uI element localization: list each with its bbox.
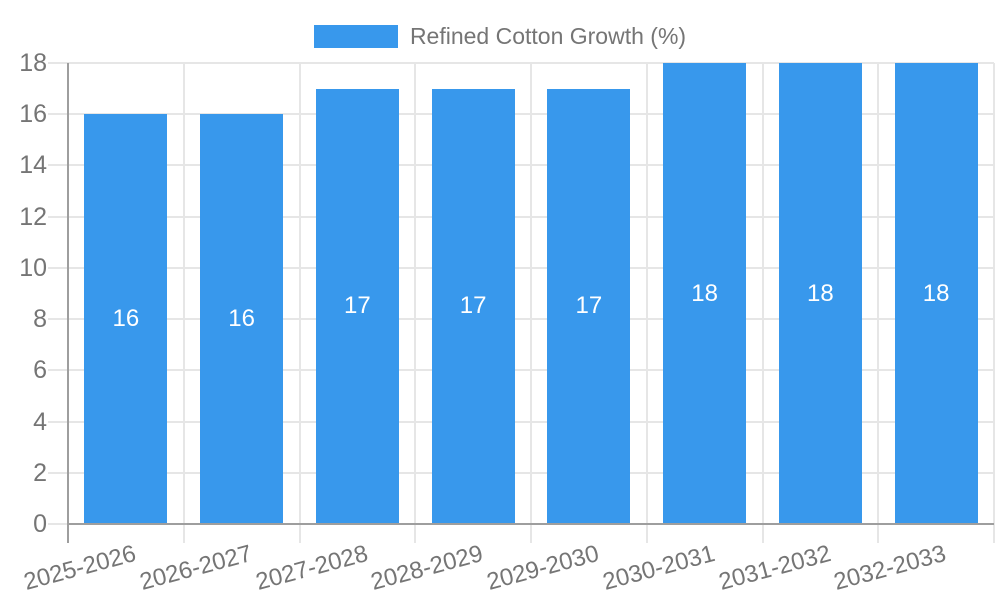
y-axis-tick	[48, 266, 68, 269]
x-gridline	[530, 63, 532, 524]
x-axis-tick	[182, 524, 185, 543]
x-axis-line	[68, 523, 994, 525]
y-axis-tick-label: 14	[19, 151, 47, 180]
y-axis-tick-label: 0	[33, 510, 47, 538]
legend-swatch-icon	[313, 25, 398, 48]
bar-value-label: 17	[344, 292, 371, 320]
x-axis-label: 2032-2033	[831, 540, 950, 596]
bar-value-label: 17	[575, 292, 603, 320]
x-axis-label: 2029-2030	[484, 540, 602, 596]
y-axis-tick-label: 6	[33, 356, 47, 385]
x-gridline	[414, 63, 417, 524]
x-axis-label: 2025-2026	[21, 540, 139, 596]
x-axis-tick	[645, 524, 648, 543]
y-axis-tick-label: 4	[33, 407, 47, 436]
y-axis-tick	[48, 318, 68, 321]
x-gridline	[877, 63, 880, 524]
x-axis-tick	[530, 524, 532, 543]
bar[interactable]	[894, 63, 978, 524]
y-axis-tick	[48, 471, 68, 474]
x-axis-label: 2027-2028	[252, 540, 371, 596]
x-axis-tick	[414, 524, 417, 543]
bar-value-label: 16	[228, 305, 255, 333]
x-axis-tick	[877, 524, 880, 543]
y-axis-tick	[48, 164, 68, 167]
y-axis-tick-label: 2	[33, 458, 47, 487]
bar-value-label: 18	[922, 279, 950, 307]
bar[interactable]	[315, 88, 399, 524]
x-axis-label: 2031-2032	[715, 540, 834, 596]
y-axis-tick	[48, 62, 68, 64]
x-gridline	[298, 63, 301, 524]
legend[interactable]: Refined Cotton Growth (%)	[0, 23, 1000, 50]
x-axis-tick	[993, 524, 995, 543]
bar[interactable]	[200, 114, 284, 524]
bar[interactable]	[778, 63, 862, 524]
x-gridline	[645, 63, 648, 524]
bar-value-label: 16	[112, 305, 140, 333]
x-axis-label: 2030-2031	[599, 540, 718, 596]
x-axis-tick	[761, 524, 764, 543]
bar-value-label: 18	[691, 279, 718, 307]
y-axis-tick-label: 18	[19, 49, 47, 77]
bar-value-label: 18	[807, 279, 834, 307]
bar[interactable]	[547, 88, 631, 524]
legend-label: Refined Cotton Growth (%)	[409, 23, 687, 49]
y-axis-tick	[48, 215, 68, 218]
y-axis-tick	[48, 420, 68, 423]
bar[interactable]	[84, 114, 168, 524]
x-axis-label: 2028-2029	[368, 540, 487, 596]
x-gridline	[182, 63, 185, 524]
y-axis-tick-label: 12	[19, 202, 47, 231]
x-gridline	[761, 63, 764, 524]
bar-value-label: 17	[459, 292, 487, 320]
bar[interactable]	[663, 63, 747, 524]
y-axis-tick-label: 10	[19, 253, 47, 282]
x-gridline	[993, 63, 995, 524]
y-axis-tick	[48, 523, 68, 525]
x-axis-tick	[298, 524, 301, 543]
x-axis-label: 2026-2027	[136, 540, 255, 596]
y-axis-tick-label: 8	[33, 305, 47, 334]
y-axis-tick	[48, 369, 68, 372]
bar[interactable]	[431, 88, 515, 524]
y-axis-tick-label: 16	[19, 100, 47, 129]
y-axis-tick	[48, 113, 68, 116]
y-axis-line	[67, 63, 69, 543]
